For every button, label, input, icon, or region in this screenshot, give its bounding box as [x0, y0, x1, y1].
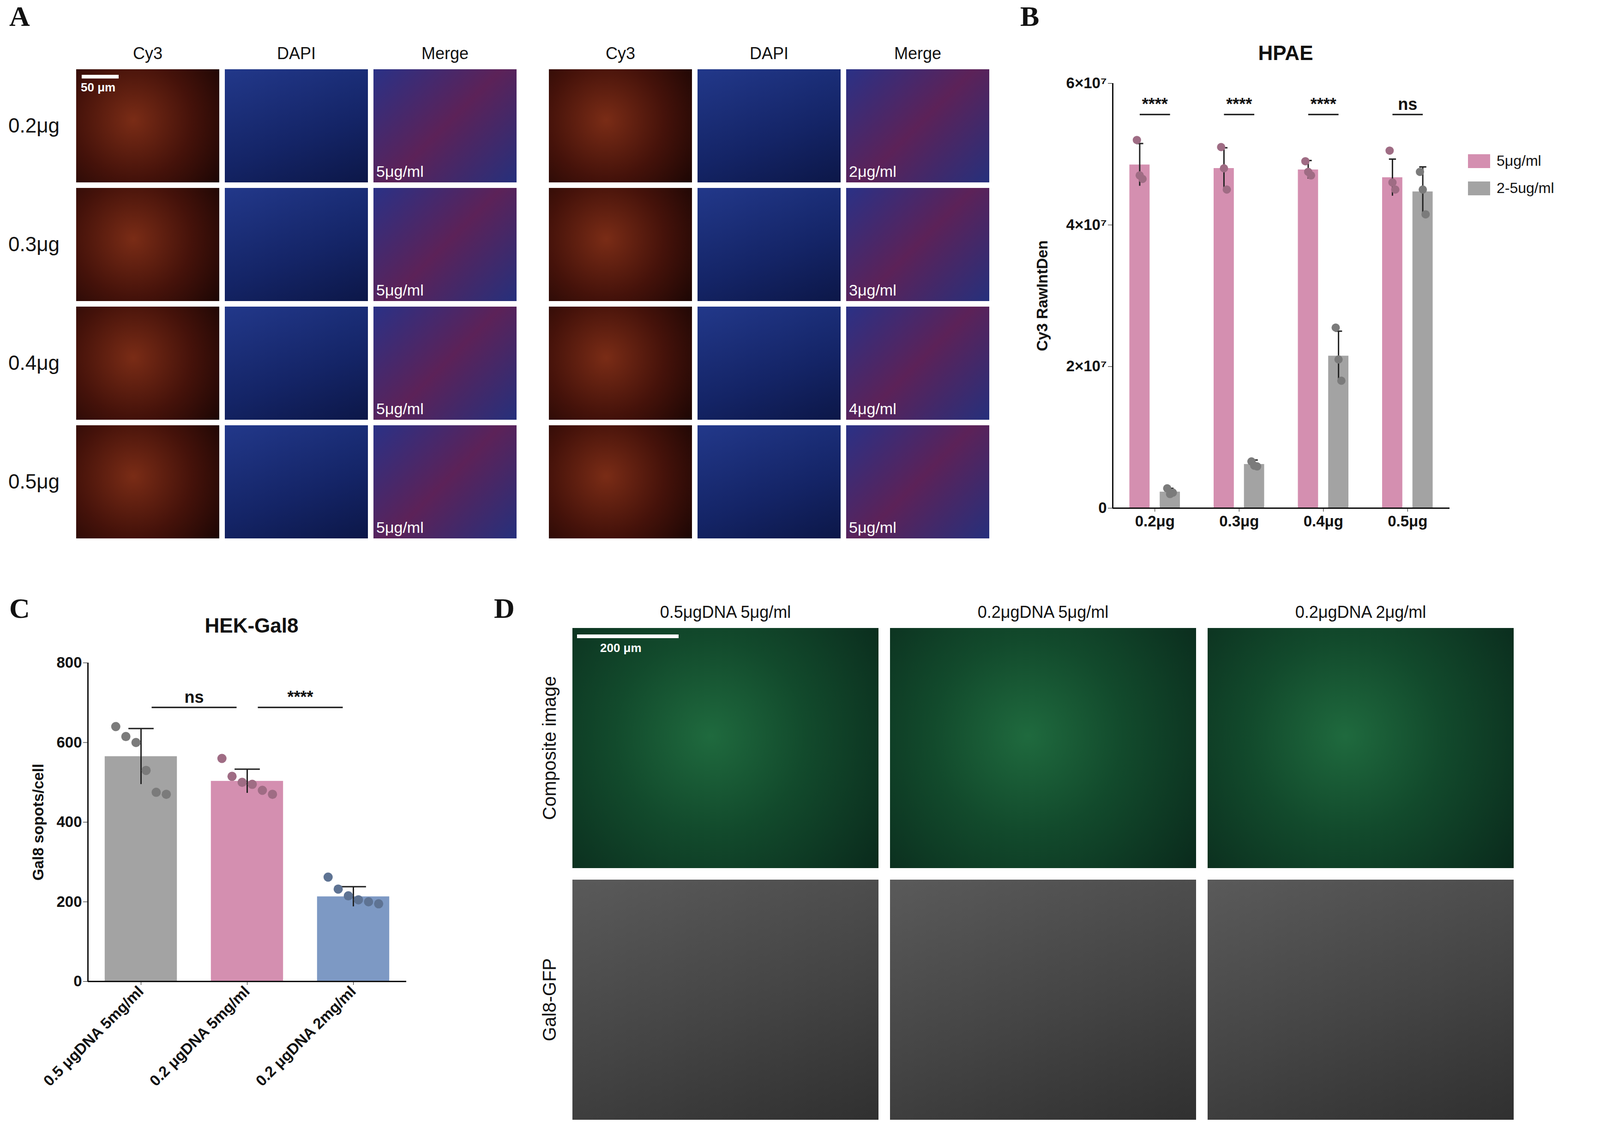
- svg-text:0.3μg: 0.3μg: [1219, 512, 1259, 530]
- html-text:HPAE: HPAE: [1258, 41, 1314, 65]
- html-text:DAPI: DAPI: [749, 43, 789, 63]
- svg-text:****: ****: [1142, 94, 1168, 114]
- svg-text:400: 400: [56, 812, 82, 831]
- svg-text:0.2 μgDNA 5mg/ml: 0.2 μgDNA 5mg/ml: [145, 982, 253, 1089]
- html-text:0.2μgDNA 5μg/ml: 0.2μgDNA 5μg/ml: [977, 602, 1109, 622]
- svg-text:800: 800: [56, 653, 82, 671]
- html-text:5μg/ml: 5μg/ml: [376, 281, 424, 299]
- svg-text:600: 600: [56, 733, 82, 751]
- html-text:Cy3: Cy3: [605, 43, 636, 63]
- svg-text:Cy3 RawIntDen: Cy3 RawIntDen: [1033, 240, 1051, 351]
- html-text:B: B: [1020, 0, 1040, 32]
- html-text:C: C: [9, 592, 30, 624]
- html-text:0.5μg: 0.5μg: [8, 469, 60, 493]
- html-text:Cy3: Cy3: [132, 43, 163, 63]
- svg-text:0: 0: [1098, 499, 1107, 517]
- svg-text:4×10⁷: 4×10⁷: [1066, 216, 1107, 234]
- html-text:0.2μg: 0.2μg: [8, 113, 60, 137]
- svg-text:0.2μg: 0.2μg: [1135, 512, 1175, 530]
- html-text:5μg/ml: 5μg/ml: [376, 162, 424, 181]
- svg-text:0: 0: [73, 972, 82, 990]
- html-text:200 μm: 200 μm: [600, 640, 642, 655]
- svg-text:200: 200: [56, 892, 82, 910]
- html-text:5μg/ml: 5μg/ml: [376, 399, 424, 418]
- html-text:Merge: Merge: [894, 43, 942, 63]
- html-text:D: D: [493, 592, 515, 624]
- svg-text:6×10⁷: 6×10⁷: [1066, 74, 1107, 92]
- html-text:5μg/ml: 5μg/ml: [376, 518, 424, 536]
- html-text:5μg/ml: 5μg/ml: [848, 518, 897, 536]
- html-text:Composite image: Composite image: [539, 676, 560, 820]
- svg-text:0.5μg: 0.5μg: [1387, 512, 1428, 530]
- html-text:2-5ug/ml: 2-5ug/ml: [1496, 179, 1555, 197]
- svg-text:0.4μg: 0.4μg: [1303, 512, 1344, 530]
- svg-text:0.5 μgDNA 5mg/ml: 0.5 μgDNA 5mg/ml: [39, 982, 147, 1089]
- svg-text:****: ****: [1226, 94, 1252, 114]
- svg-text:ns: ns: [184, 687, 204, 707]
- html-text:3μg/ml: 3μg/ml: [848, 281, 897, 299]
- html-text:5μg/ml: 5μg/ml: [1496, 152, 1542, 169]
- svg-text:0.2 μgDNA 2mg/ml: 0.2 μgDNA 2mg/ml: [252, 982, 359, 1089]
- html-text:A: A: [9, 0, 30, 32]
- svg-text:****: ****: [1310, 94, 1337, 114]
- html-text:50 μm: 50 μm: [80, 80, 116, 95]
- html-text:DAPI: DAPI: [276, 43, 316, 63]
- html-text:2μg/ml: 2μg/ml: [848, 162, 897, 181]
- html-text:HEK-Gal8: HEK-Gal8: [204, 613, 299, 637]
- html-text:0.3μg: 0.3μg: [8, 232, 60, 256]
- svg-text:****: ****: [287, 687, 313, 707]
- html-text:Gal8-GFP: Gal8-GFP: [539, 957, 560, 1041]
- svg-text:2×10⁷: 2×10⁷: [1066, 357, 1107, 375]
- html-text:0.2μgDNA 2μg/ml: 0.2μgDNA 2μg/ml: [1295, 602, 1427, 622]
- svg-text:Gal8 sopots/cell: Gal8 sopots/cell: [29, 763, 47, 881]
- html-text:4μg/ml: 4μg/ml: [848, 399, 897, 418]
- svg-text:ns: ns: [1397, 94, 1418, 114]
- html-text:0.4μg: 0.4μg: [8, 351, 60, 374]
- html-text:Merge: Merge: [421, 43, 469, 63]
- html-text:0.5μgDNA 5μg/ml: 0.5μgDNA 5μg/ml: [659, 602, 791, 622]
